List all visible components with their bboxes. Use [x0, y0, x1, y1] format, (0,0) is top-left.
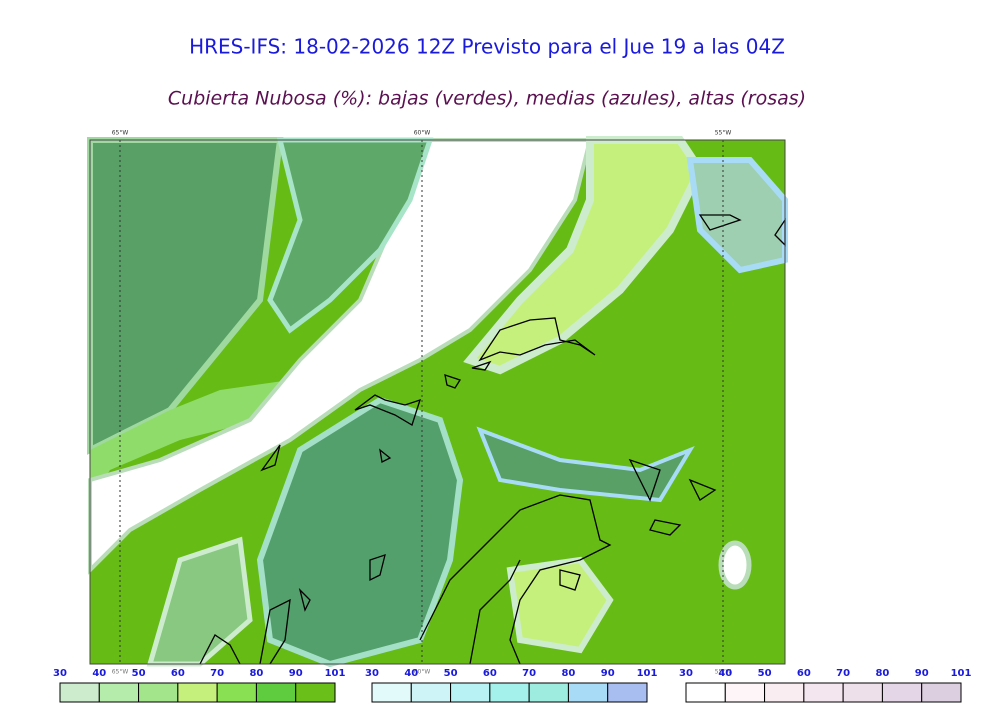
clear-region [718, 540, 752, 590]
legend-label: 60 [483, 668, 497, 679]
legend-label: 70 [522, 668, 536, 679]
legend-label: 30 [53, 668, 67, 679]
cloud-region [476, 426, 695, 503]
legend-label: 80 [875, 668, 889, 679]
lon-label: 60°W [414, 130, 431, 137]
cloud-region [267, 137, 434, 334]
legend-label: 80 [561, 668, 575, 679]
lon-label: 55°W [715, 130, 732, 137]
legend-label: 101 [951, 668, 972, 679]
legend-label: 70 [836, 668, 850, 679]
coastline [478, 317, 596, 362]
coastline [199, 598, 291, 665]
legend-swatch [410, 682, 452, 703]
legend-label: 50 [444, 668, 458, 679]
subtitle: Cubierta Nubosa (%): bajas (verdes), med… [168, 88, 806, 110]
coastlines [199, 214, 786, 665]
coastline [298, 554, 581, 612]
legend-label: 30 [365, 668, 379, 679]
legend-swatch [921, 682, 962, 703]
legend-label: 101 [637, 668, 658, 679]
legend-swatch [764, 682, 805, 703]
legend-label: 40 [718, 668, 732, 679]
legend-label: 30 [679, 668, 693, 679]
legend-swatch [567, 682, 609, 703]
legend-label: 50 [758, 668, 772, 679]
map-frame [89, 139, 786, 665]
legend-swatch [216, 682, 257, 703]
coastline [628, 458, 717, 536]
legend-swatch [803, 682, 844, 703]
legend-swatch [528, 682, 569, 703]
cloud-region [256, 396, 464, 668]
lon-label: 65°W [112, 130, 129, 137]
legend-swatch [295, 682, 336, 703]
legend-swatch [138, 682, 179, 703]
lon-label: 55°W [715, 669, 732, 676]
legend-label: 90 [915, 668, 929, 679]
legend-swatch [59, 682, 100, 703]
legend-swatch [450, 682, 491, 703]
legend-label: 70 [210, 668, 224, 679]
legend-swatch [881, 682, 923, 703]
coastline [260, 444, 392, 472]
legend-swatch [177, 682, 218, 703]
legend-label: 40 [92, 668, 106, 679]
coastline [444, 360, 492, 389]
legend-label: 101 [325, 668, 346, 679]
legend-label: 90 [289, 668, 303, 679]
legend-label: 80 [249, 668, 263, 679]
legend-swatch [98, 682, 140, 703]
title: HRES-IFS: 18-02-2026 12Z Previsto para e… [189, 35, 785, 59]
legend-swatch [255, 682, 297, 703]
coastline [419, 494, 612, 665]
legend-label: 90 [601, 668, 615, 679]
cloud-region [90, 380, 290, 500]
legend-swatch [607, 682, 648, 703]
legend-swatch [489, 682, 530, 703]
legend-swatch [371, 682, 412, 703]
coastline [469, 559, 521, 665]
map: 65°W 60°W 55°W 65°W 60°W 55°W [87, 130, 788, 676]
clear-region [88, 138, 593, 575]
cloud-region [506, 556, 614, 654]
legend-label: 60 [797, 668, 811, 679]
legend-swatch [842, 682, 883, 703]
coastline [354, 394, 422, 426]
legend-swatch [724, 682, 766, 703]
legend-label: 50 [132, 668, 146, 679]
legend-swatch [685, 682, 726, 703]
legend-label: 40 [404, 668, 418, 679]
legend-label: 60 [171, 668, 185, 679]
lon-label: 60°W [414, 669, 431, 676]
lon-label: 65°W [112, 669, 129, 676]
